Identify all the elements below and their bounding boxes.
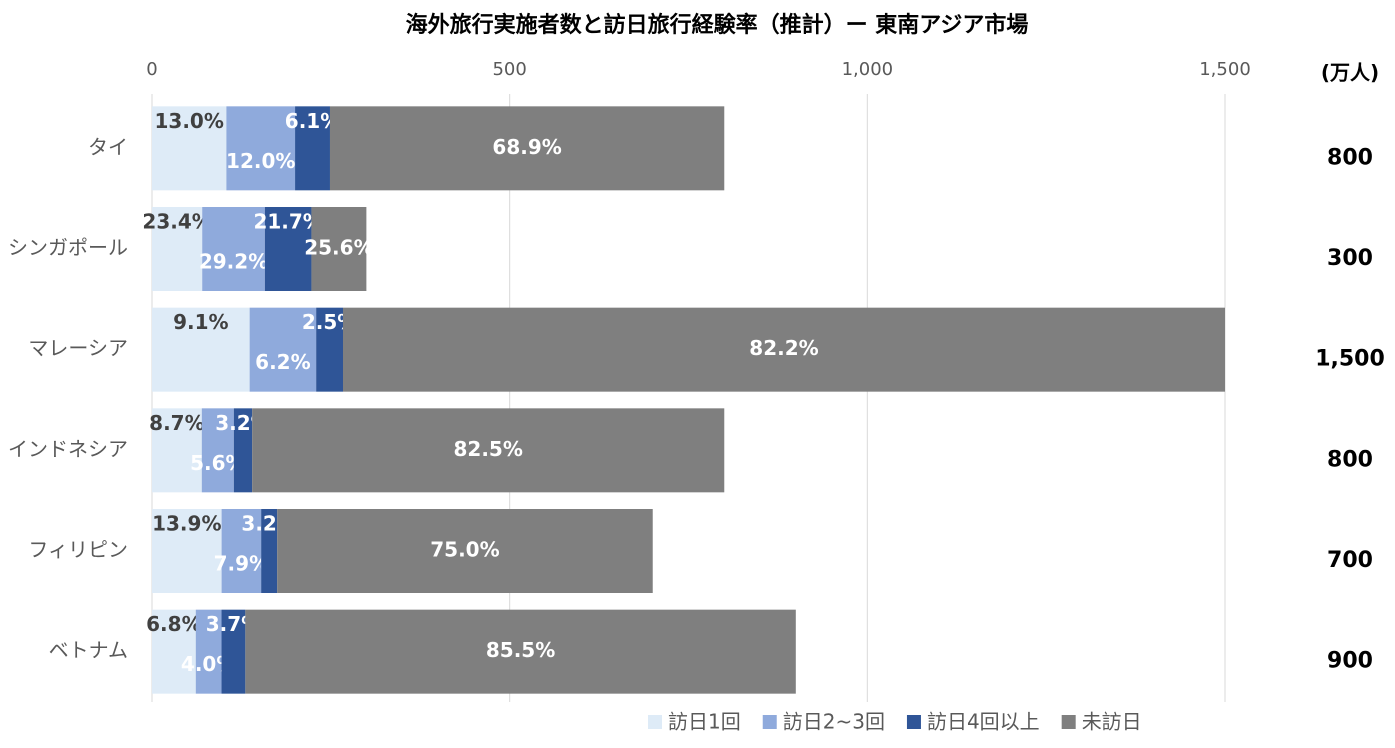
bar-segment (221, 609, 246, 694)
total-label: 300 (1327, 246, 1373, 271)
legend-label: 訪日2~3回 (783, 710, 885, 734)
value-label: 68.9% (492, 135, 561, 159)
total-label: 1,500 (1315, 347, 1385, 372)
x-tick-label: 500 (492, 59, 526, 80)
value-label: 85.5% (486, 638, 555, 662)
bar-segment (295, 106, 330, 191)
value-label: 25.6% (304, 236, 373, 260)
bar-segment (195, 609, 222, 694)
value-label: 9.1% (173, 310, 228, 334)
bar-segment (226, 106, 296, 191)
bar-segment (329, 106, 725, 191)
total-label: 800 (1327, 145, 1373, 170)
bar-segment (152, 307, 250, 392)
value-label: 75.0% (430, 538, 499, 562)
bar-segment (221, 509, 262, 593)
bar-segment (233, 408, 253, 493)
legend-swatch (648, 715, 662, 729)
bar-segment (202, 207, 265, 291)
x-tick-label: 0 (146, 59, 157, 80)
value-label: 21.7% (253, 210, 322, 234)
value-label: 13.0% (155, 109, 224, 133)
legend-label: 未訪日 (1082, 710, 1142, 734)
bar-segment (249, 307, 317, 392)
y-tick-label: インドネシア (8, 437, 128, 461)
y-tick-label: タイ (88, 135, 128, 159)
legend-swatch (906, 715, 921, 729)
value-label: 13.9% (152, 512, 221, 536)
bar-segment (264, 207, 312, 291)
bar-segment (316, 307, 343, 392)
value-label: 8.7% (149, 411, 204, 435)
value-label: 82.2% (749, 336, 818, 360)
total-label: 800 (1327, 447, 1373, 472)
bar-segment (245, 609, 796, 694)
value-label: 7.9% (214, 552, 269, 576)
bar-segment (152, 509, 222, 593)
legend-swatch (1061, 715, 1076, 729)
value-label: 12.0% (226, 149, 295, 173)
value-label: 23.4% (142, 210, 211, 234)
legend-label: 訪日4回以上 (927, 710, 1040, 734)
y-tick-label: ベトナム (49, 638, 128, 662)
bar-segment (342, 307, 1225, 392)
y-tick-label: フィリピン (28, 538, 128, 562)
value-label: 29.2% (199, 250, 268, 274)
y-tick-label: マレーシア (28, 336, 128, 360)
value-label: 6.2% (255, 350, 310, 374)
bar-segment (261, 509, 278, 593)
value-label: 6.8% (146, 612, 201, 636)
chart-title: 海外旅行実施者数と訪日旅行経験率（推計）ー 東南アジア市場 (406, 12, 1029, 38)
value-label: 82.5% (454, 437, 523, 461)
total-label: 900 (1327, 649, 1373, 674)
bar-segment (152, 207, 203, 291)
x-tick-label: 1,000 (842, 59, 894, 80)
bar-segment (152, 106, 227, 191)
legend-label: 訪日1回 (668, 710, 741, 734)
bar-segment (311, 207, 367, 291)
legend-swatch (762, 715, 777, 729)
bar-segment (277, 509, 653, 593)
bar-segment (252, 408, 725, 493)
x-tick-label: 1,500 (1199, 59, 1251, 80)
y-tick-label: シンガポール (8, 236, 128, 260)
total-label: 700 (1327, 548, 1373, 573)
unit-label: (万人) (1321, 61, 1379, 85)
bar-segment (152, 408, 202, 493)
bar-segment (152, 609, 196, 694)
bar-segment (201, 408, 234, 493)
